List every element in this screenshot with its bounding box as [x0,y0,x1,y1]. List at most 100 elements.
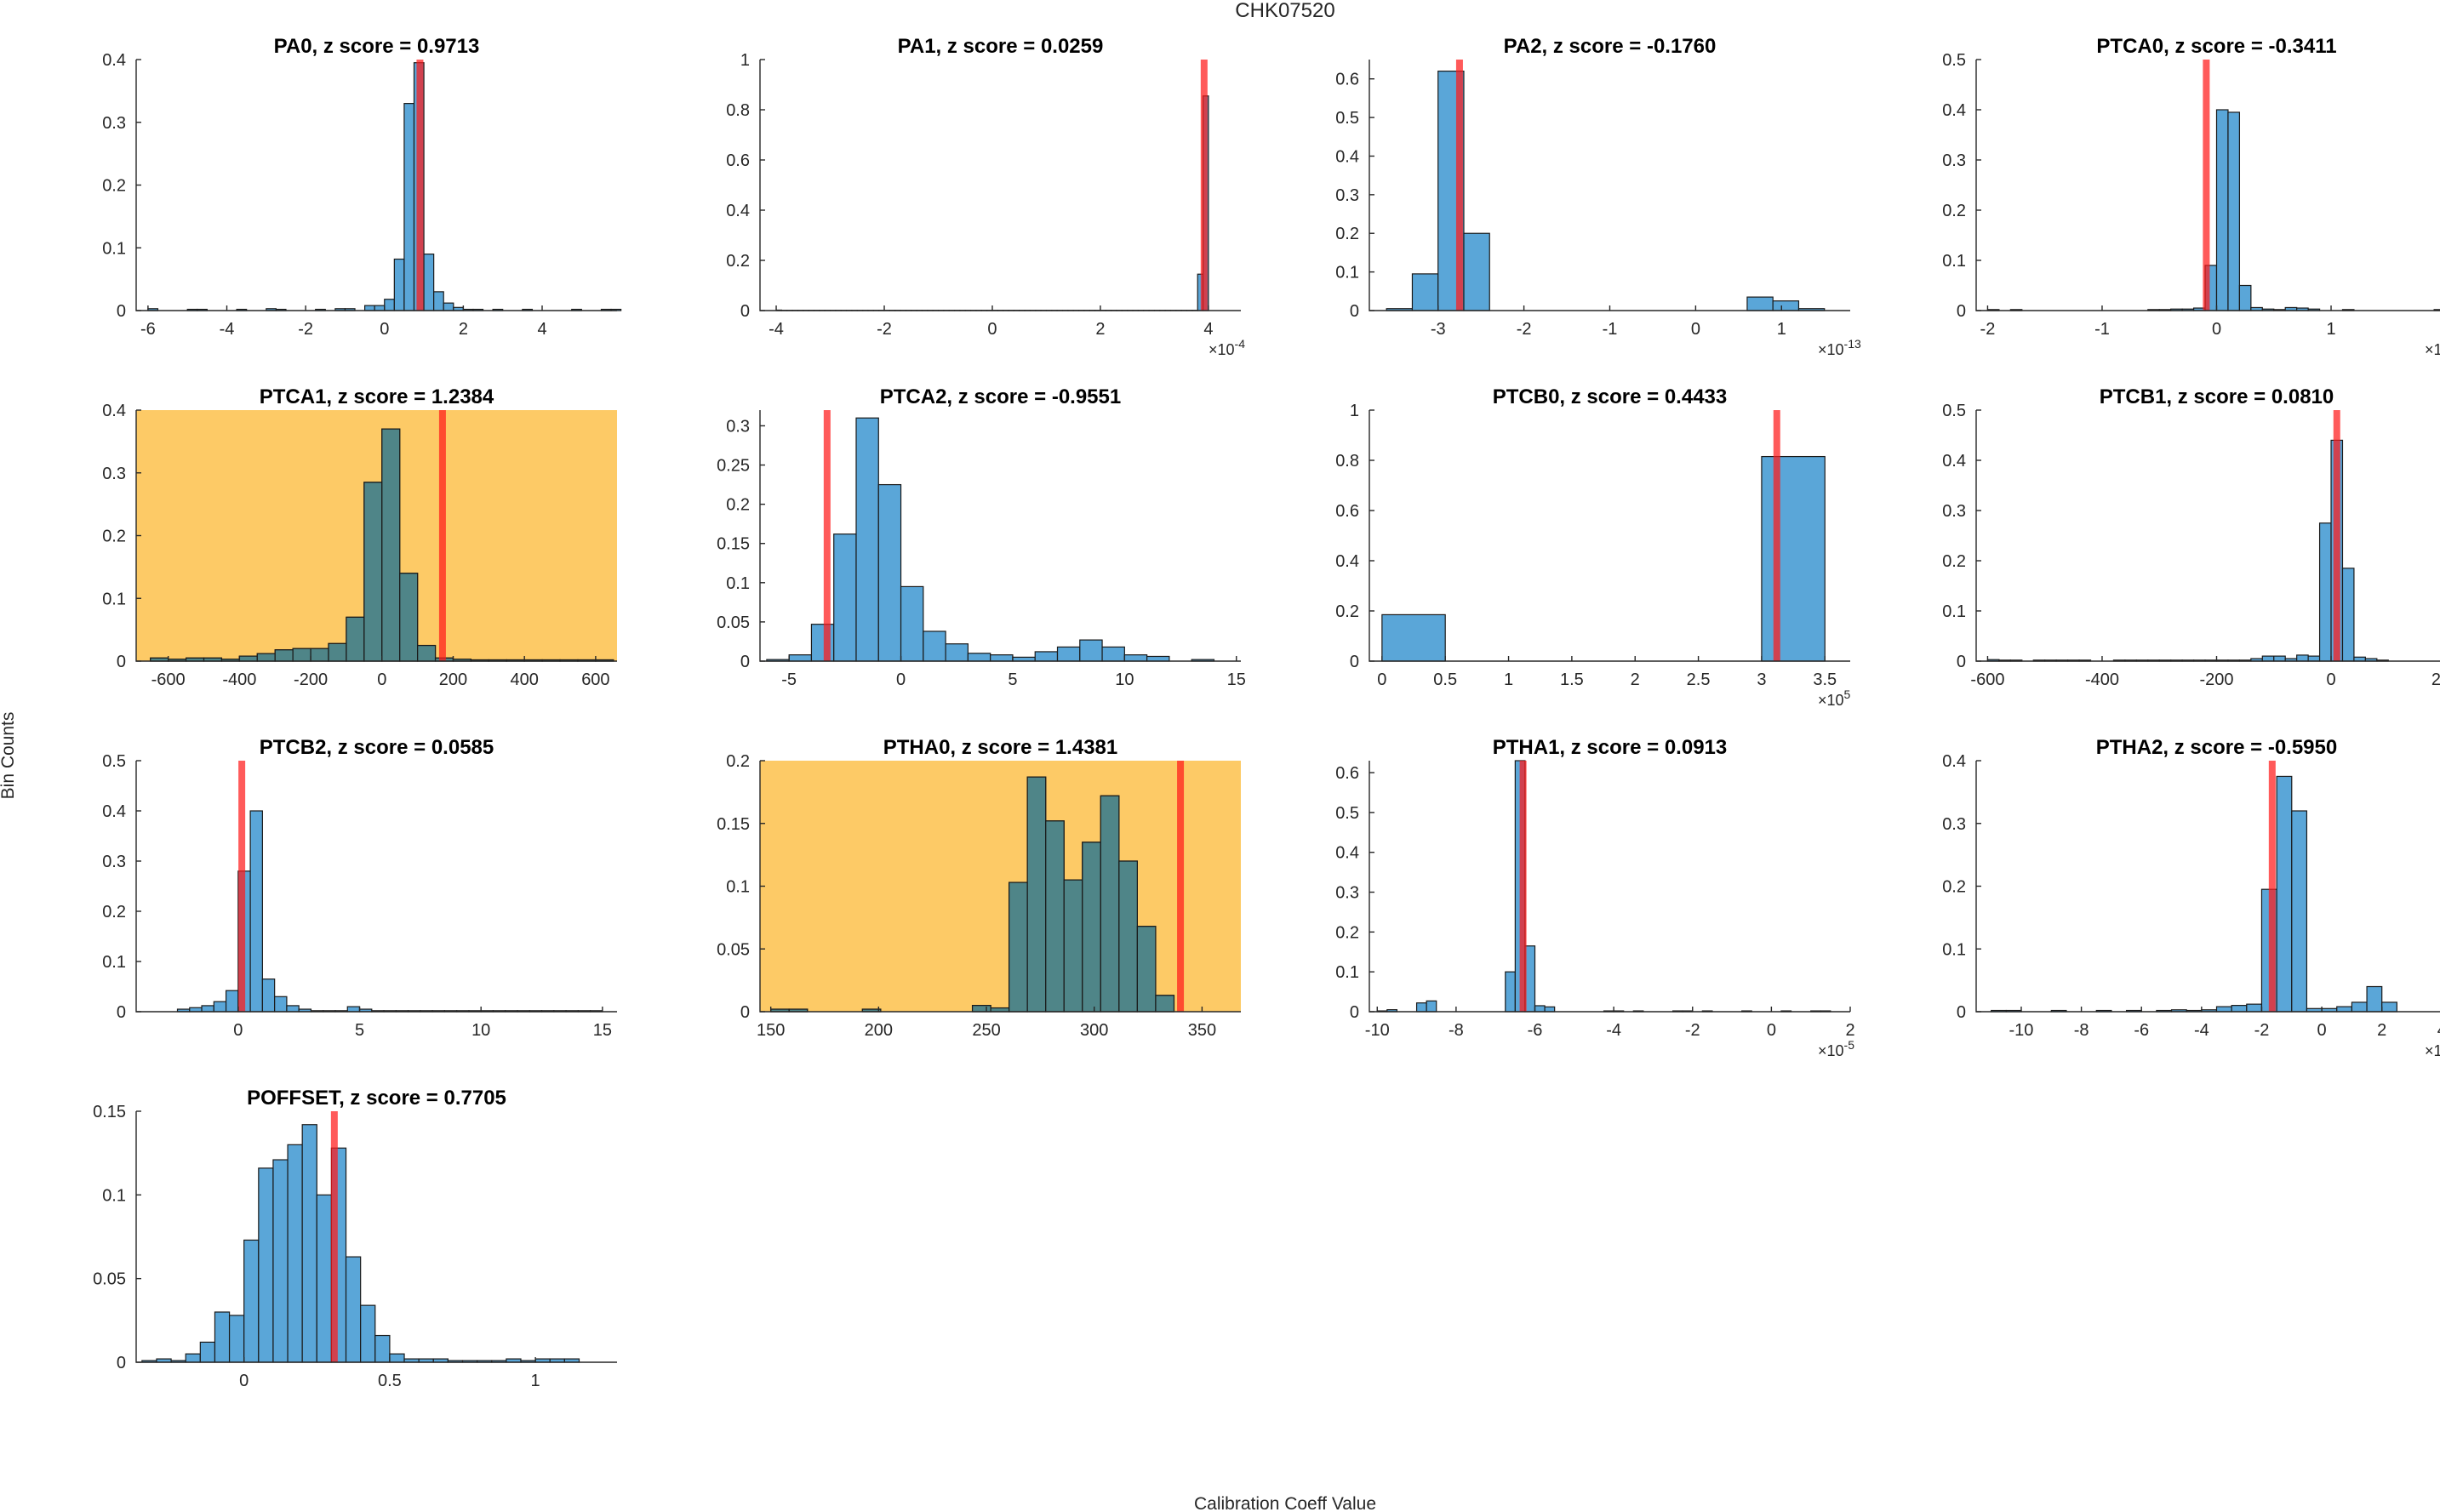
y-tick-label: 0.05 [93,1270,126,1289]
histogram-bar [900,585,924,662]
y-tick-label: 0.6 [1335,71,1359,89]
histogram-bar-tinted [363,482,383,662]
histogram-bar-tinted [417,644,437,662]
histogram-bar [2231,1005,2248,1013]
y-tick-label: 0.4 [1335,844,1359,863]
histogram-bar [185,1353,201,1363]
reference-line [2333,410,2340,661]
histogram-bar [1101,646,1125,662]
x-tick-label: -2 [298,320,313,339]
axis-exponent: ×105 [1818,688,1851,709]
x-tick-label: 0 [380,320,389,339]
x-tick-label: 1 [1504,670,1513,689]
histogram-bar [301,1124,317,1363]
x-tick-label: 2 [1095,320,1105,339]
y-tick-label: 0.4 [102,51,126,70]
histogram-bar [1534,1005,1546,1013]
histogram-bar [945,643,969,662]
y-tick-label: 0.2 [102,177,126,196]
y-tick-label: 0.8 [726,101,750,120]
x-tick-label: -600 [151,670,186,689]
x-tick-label: 0 [233,1021,243,1040]
histogram-bar [1146,655,1170,662]
y-tick-label: 0 [1350,1003,1359,1022]
histogram-bar [225,990,239,1013]
y-tick-label: 0.1 [1942,602,1966,621]
y-tick-label: 0.3 [1942,815,1966,834]
histogram-bar [2353,656,2366,662]
y-tick-label: 0 [1350,653,1359,671]
x-tick-label: -10 [2009,1021,2034,1040]
x-tick-label: -2 [1685,1021,1700,1040]
histogram-bar [2381,1001,2397,1013]
x-tick-label: -5 [781,670,797,689]
x-tick-label: 1 [531,1372,540,1390]
histogram-bar [2341,568,2355,662]
subplot-title: PA0, z score = 0.9713 [274,35,480,58]
figure-ylabel: Bin Counts [0,712,18,800]
histogram-bar [1426,1000,1437,1013]
reference-line [330,1111,338,1362]
reference-line [2203,60,2210,311]
reference-line [1773,410,1780,661]
x-tick-label: 2 [459,320,468,339]
histogram-bar-tinted [1063,879,1083,1013]
subplot-title: PTHA2, z score = -0.5950 [2096,736,2337,759]
y-tick-label: 0.4 [726,202,750,220]
histogram-bar-tinted [1009,882,1028,1013]
subplot-10: 0 0.1 0.2 0.3 0.4 0.5 0.6 -10 -8 -6 -4 -2 0 2×10-5 PTH… [1335,736,1854,1059]
x-tick-label: 2 [1631,670,1640,689]
histogram-bar [1505,971,1516,1013]
histogram-bar [201,1005,214,1013]
y-tick-label: 0.2 [1335,225,1359,243]
y-tick-label: 0.2 [726,252,750,271]
histogram-bar-tinted [274,649,294,662]
y-tick-label: 0.2 [726,496,750,515]
highlight-bar-tint [770,776,1175,1013]
y-tick-label: 0 [1957,1003,1966,1022]
axis-exponent: ×10-5 [1818,1038,1854,1059]
y-tick-label: 0.4 [102,802,126,821]
x-tick-label: -6 [1528,1021,1543,1040]
histogram-bar-tinted [292,648,311,662]
histogram-bar-tinted [1045,820,1065,1013]
histogram-bar [189,1007,203,1013]
y-tick-label: 0.2 [102,903,126,921]
axes-lines [759,60,1241,311]
subplot-title: PA1, z score = 0.0259 [898,35,1104,58]
x-tick-label: 15 [1227,670,1246,689]
histogram-bar [2318,522,2332,662]
y-tick-label: 0.5 [102,752,126,771]
histogram-bar [286,1005,300,1013]
y-tick-label: 0.1 [1335,264,1359,282]
y-tick-label: 0.2 [102,528,126,546]
histogram-bar [1772,300,1800,311]
y-tick-label: 0.4 [1335,552,1359,571]
histogram-bar [360,1304,376,1363]
histogram-bar [374,305,386,311]
y-tick-label: 0.3 [102,853,126,871]
y-tick-label: 0.2 [1335,602,1359,621]
histogram-bar [1524,945,1536,1013]
histogram-bar-tinted [381,428,401,662]
histogram-bar-tinted [1118,860,1138,1013]
histogram-bar [2215,1006,2232,1013]
x-tick-label: 2 [2377,1021,2386,1040]
x-tick-label: 250 [972,1021,1000,1040]
y-tick-label: 1 [1350,402,1359,420]
x-tick-label: 4 [1203,320,1213,339]
histogram-bar [2307,655,2321,662]
histogram-bar [214,1311,231,1363]
histogram-bar [1034,651,1059,662]
reference-line [823,410,831,661]
axes-lines [135,1111,617,1363]
subplot-1: 0 0.2 0.4 0.6 0.8 1 -4 -2 0 2 4×10-4 PA1, z score =… [726,35,1245,358]
axes-lines [1369,761,1850,1013]
histogram-bar-tinted [346,616,365,662]
x-tick-label: -2 [1517,320,1532,339]
subplot-title: PTHA1, z score = 0.0913 [1493,736,1727,759]
x-tick-label: -200 [2199,670,2233,689]
reference-line [1200,60,1208,311]
y-tick-label: 0.2 [1335,923,1359,942]
histogram-bar [2261,655,2275,662]
